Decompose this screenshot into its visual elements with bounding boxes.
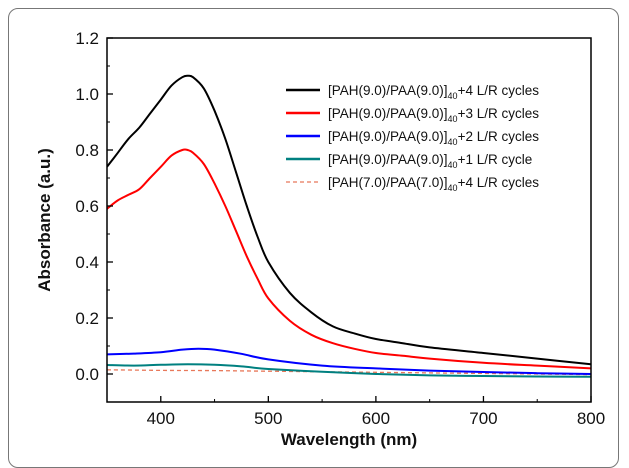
y-tick-label: 0.4 [75,253,99,272]
y-tick-label: 1.2 [75,29,99,48]
series-line-1 [107,74,591,366]
x-axis-ticks: 400 500 600 700 800 [106,396,605,428]
y-tick-label: 0.0 [75,365,99,384]
plot-area [106,37,592,403]
x-tick-label: 600 [362,409,390,428]
series-line-3 [107,347,591,375]
legend: [PAH(9.0)/PAA(9.0)]40+4 L/R cycles [PAH(9… [286,83,539,193]
legend-label: [PAH(9.0)/PAA(9.0)]40+2 L/R cycles [328,129,539,147]
absorbance-chart: 400 500 600 700 800 0.0 0.2 0.4 0.6 0.8 1.0 1.2 Wa… [35,29,605,449]
y-axis-label: Absorbance (a.u.) [35,148,54,292]
x-tick-label: 500 [254,409,282,428]
y-tick-label: 0.2 [75,309,99,328]
y-tick-label: 1.0 [75,85,99,104]
series-line-2 [107,148,591,370]
y-tick-label: 0.6 [75,197,99,216]
series-curves [107,74,591,378]
series-line-4 [107,363,591,378]
legend-label: [PAH(9.0)/PAA(9.0)]40+1 L/R cycle [328,152,532,170]
x-tick-label: 400 [147,409,175,428]
legend-label: [PAH(9.0)/PAA(9.0)]40+3 L/R cycles [328,106,539,124]
series-line-5 [107,369,591,376]
legend-label: [PAH(7.0)/PAA(7.0)]40+4 L/R cycles [328,175,539,193]
x-axis-label: Wavelength (nm) [281,430,417,449]
legend-label: [PAH(9.0)/PAA(9.0)]40+4 L/R cycles [328,83,539,101]
y-tick-label: 0.8 [75,141,99,160]
y-axis-ticks: 0.0 0.2 0.4 0.6 0.8 1.0 1.2 [75,29,113,403]
x-tick-label: 800 [577,409,605,428]
x-tick-label: 700 [469,409,497,428]
